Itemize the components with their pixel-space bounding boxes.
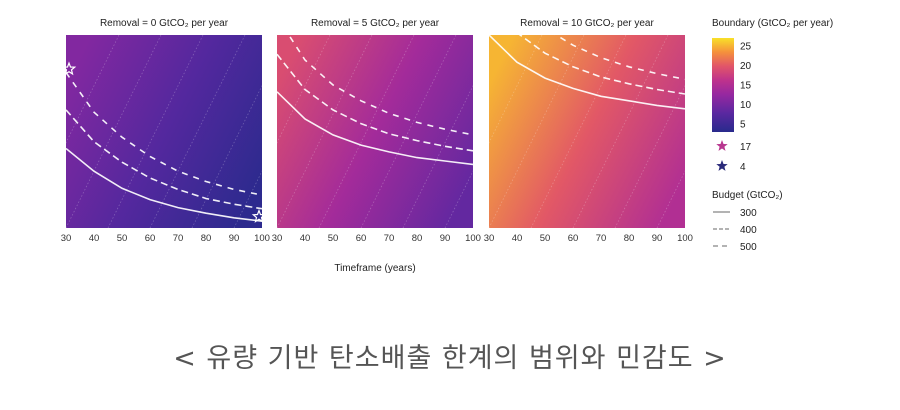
contour-line [444,170,473,228]
star-legend-label: 4 [740,162,746,173]
x-tick-label: 90 [440,233,451,244]
x-tick-label: 50 [117,233,128,244]
x-tick-label: 90 [652,233,663,244]
marker-legend: 17 4 [716,140,752,173]
budget-curve-400 [518,35,685,95]
x-tick-label: 30 [61,233,72,244]
contour-line [360,35,457,228]
x-tick-label: 80 [412,233,423,244]
contour-line [233,170,262,228]
x-tick-label: 60 [145,233,156,244]
star-marker [251,208,267,223]
star-legend-icon [716,160,728,171]
x-tick-label: 60 [568,233,579,244]
budget-curve-300 [66,147,262,222]
heatmap-area [277,35,473,228]
x-tick-label: 50 [540,233,551,244]
budget-curve-300 [489,35,685,110]
x-tick-label: 30 [484,233,495,244]
x-tick-label: 80 [201,233,212,244]
colorbar [712,38,734,132]
panel-2: Removal = 5 GtCO₂ per year 30 40 50 60 70 80 90… [272,18,481,244]
x-tick-label: 90 [229,233,240,244]
budget-legend-title: Budget (GtCO₂) [712,190,783,201]
x-tick-label: 40 [512,233,523,244]
heatmap-area [489,35,685,228]
x-tick-label: 100 [677,233,693,244]
budget-legend-label: 300 [740,208,757,219]
x-tick-label: 100 [465,233,481,244]
star-legend-label: 17 [740,142,752,153]
x-tick-label: 70 [173,233,184,244]
budget-curve-500 [66,72,262,196]
x-axis-label: Timeframe (years) [334,263,415,274]
contour-line [402,84,473,228]
contour-lines [66,35,262,228]
panel-title: Removal = 0 GtCO₂ per year [100,18,229,29]
figure-caption: < 유량 기반 탄소배출 한계의 범위와 민감도 > [173,343,727,374]
colorbar-ticks: 25 20 15 10 5 [740,41,752,130]
contour-line [656,170,685,228]
panel-1: Removal = 0 GtCO₂ per year 30 40 50 60 70 80 90… [61,18,270,244]
contour-line [572,35,669,228]
star-legend-icon [716,140,728,151]
x-tick-label: 40 [300,233,311,244]
budget-legend-label: 400 [740,225,757,236]
x-tick-label: 80 [624,233,635,244]
panel-title: Removal = 10 GtCO₂ per year [520,18,654,29]
contour-line [107,35,204,228]
panel-title: Removal = 5 GtCO₂ per year [311,18,440,29]
contour-line [277,35,373,228]
budget-curve-400 [277,53,473,152]
colorbar-tick-label: 15 [740,81,752,92]
budget-curve-300 [277,91,473,166]
contour-line [66,35,120,144]
colorbar-tick-label: 20 [740,61,752,72]
x-tick-label: 40 [89,233,100,244]
panels-layer: Removal = 0 GtCO₂ per year 30 40 50 60 70 80 90… [61,18,693,244]
colorbar-tick-label: 5 [740,120,746,131]
contour-line [614,84,685,228]
colorbar-tick-label: 10 [740,100,752,111]
star-marker [61,61,77,76]
contour-line [66,35,162,228]
contour-line [149,35,246,228]
budget-curve-500 [554,35,685,81]
x-tick-label: 70 [596,233,607,244]
panel-3: Removal = 10 GtCO₂ per year 30 40 50 60 70 80 9… [484,18,693,244]
x-tick-label: 50 [328,233,339,244]
contour-line [318,35,415,228]
contour-line [530,35,627,228]
budget-legend-label: 500 [740,242,757,253]
contour-line [489,35,585,228]
x-tick-label: 70 [384,233,395,244]
budget-curve-500 [287,35,473,136]
colorbar-title: Boundary (GtCO₂ per year) [712,18,833,29]
heatmap-area [66,35,262,228]
budget-curve-400 [66,109,262,210]
x-tick-label: 60 [356,233,367,244]
x-tick-label: 30 [272,233,283,244]
x-tick-label: 100 [254,233,270,244]
colorbar-tick-label: 25 [740,41,752,52]
contour-line [191,84,262,228]
budget-legend: 300 400 500 [713,208,757,253]
